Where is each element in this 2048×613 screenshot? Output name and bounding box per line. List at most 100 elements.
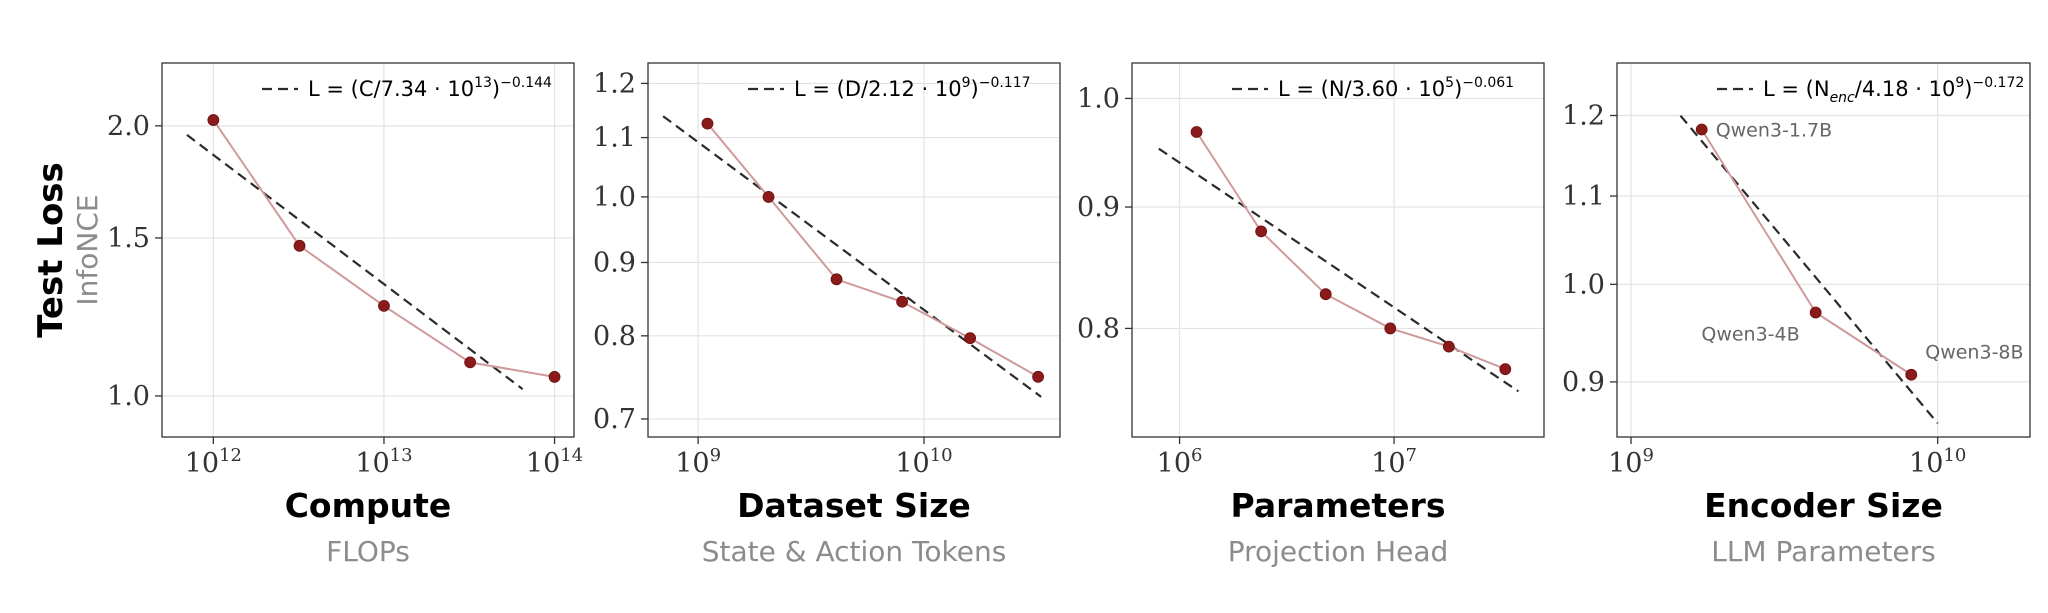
data-point [378,299,390,312]
legend-equation: L = (Nenc/4.18 · 109)−0.172 [1763,75,2024,106]
x-tick-exponent: 10 [1943,445,1966,466]
x-tick-label: 106 [1157,445,1203,479]
data-point [701,117,714,130]
data-series-line [706,122,1039,378]
legend-eq-exponent: 13 [474,75,492,91]
data-point [1695,123,1708,136]
x-axis-sublabel: FLOPs [326,535,410,568]
x-tick-label: 1010 [895,445,952,479]
x-axis-label: Compute [285,486,452,525]
y-tick-label: 1.0 [1077,83,1120,114]
x-tick-label: 107 [1371,445,1417,479]
data-point [1032,370,1045,383]
x-tick-base: 10 [1371,448,1405,479]
y-tick-label: 1.2 [593,68,636,99]
x-tick-base: 10 [185,448,219,479]
y-tick-label: 1.2 [1562,100,1605,131]
legend-eq-paren: ) [971,77,979,101]
y-tick-label: 1.0 [107,381,150,412]
power-law-fit-line [662,115,1042,398]
data-point [464,356,477,369]
plot-frame [647,62,1061,438]
data-point [1499,363,1512,376]
x-tick-base: 10 [526,448,560,479]
data-point [548,371,561,383]
point-label: Qwen3-1.7B [1716,119,1832,141]
point-label: Qwen3-4B [1701,324,1799,346]
plot-frame [161,62,575,438]
data-point [1905,368,1918,381]
legend-eq-power: −0.172 [1972,75,2024,91]
x-tick-label: 1010 [1909,445,1966,479]
data-point [896,295,909,308]
data-point [1384,322,1397,335]
x-axis-label: Encoder Size [1704,486,1943,525]
x-axis-sublabel: State & Action Tokens [702,535,1007,568]
legend-equation: L = (N/3.60 · 105)−0.061 [1278,75,1514,101]
point-label: Qwen3-8B [1925,342,2023,364]
x-tick-exponent: 7 [1406,445,1417,466]
power-law-fit-line [1158,147,1520,393]
data-point [830,273,843,286]
x-tick-base: 10 [1909,448,1943,479]
legend-eq-power: −0.117 [979,75,1031,91]
data-point [1442,340,1455,353]
legend-eq-exponent: 9 [962,75,971,91]
data-point [762,191,775,203]
data-point [964,332,977,345]
x-axis-label: Dataset Size [737,486,971,525]
x-tick-base: 10 [1157,448,1191,479]
legend-eq-prefix: L = (C/7.34 · 10 [308,77,474,101]
shared-y-axis-sublabel: InfoNCE [71,194,104,305]
x-tick-label: 109 [1608,445,1654,479]
y-tick-label: 0.8 [1077,313,1120,344]
legend-eq-paren: ) [1454,77,1462,101]
x-tick-exponent: 6 [1191,445,1202,466]
x-tick-label: 1013 [355,445,412,479]
y-tick-label: 0.7 [593,404,636,435]
y-tick-label: 0.9 [1562,367,1605,398]
legend-eq-power: −0.061 [1462,75,1514,91]
x-tick-exponent: 9 [710,445,721,466]
data-point [1319,288,1332,301]
x-tick-base: 10 [895,448,929,479]
data-point [207,114,220,126]
legend-eq-subscript: enc [1830,90,1855,106]
data-point [1255,225,1268,238]
legend-equation: L = (C/7.34 · 1013)−0.144 [308,75,552,101]
y-tick-label: 1.1 [1562,181,1605,212]
y-tick-label: 2.0 [107,111,150,142]
x-tick-label: 1012 [185,445,242,479]
x-axis-label: Parameters [1231,486,1446,525]
legend-eq-prefix: L = (N/3.60 · 10 [1278,77,1445,101]
y-tick-label: 1.0 [593,182,636,213]
data-series-line [1195,131,1506,371]
x-tick-label: 1014 [526,445,583,479]
x-tick-exponent: 10 [930,445,953,466]
legend-eq-power: −0.144 [500,75,552,91]
x-tick-exponent: 14 [560,445,583,466]
x-axis-sublabel: Projection Head [1228,535,1449,568]
shared-y-axis-label: Test Loss [31,162,71,338]
y-tick-label: 1.0 [1562,269,1605,300]
x-tick-base: 10 [1608,448,1642,479]
x-tick-exponent: 13 [390,445,413,466]
x-tick-label: 109 [675,445,721,479]
data-point [1190,126,1203,138]
y-tick-label: 0.9 [593,248,636,279]
x-tick-base: 10 [355,448,389,479]
legend-eq-paren: ) [492,77,500,101]
legend-eq-prefix: L = (N [1763,77,1830,101]
y-tick-label: 1.5 [107,223,150,254]
legend-eq-paren: ) [1964,77,1972,101]
power-law-fit-line [186,133,524,391]
legend-equation: L = (D/2.12 · 109)−0.117 [794,75,1031,101]
legend-eq-prefix-2: /4.18 · 10 [1855,77,1956,101]
y-tick-label: 0.9 [1077,192,1120,223]
